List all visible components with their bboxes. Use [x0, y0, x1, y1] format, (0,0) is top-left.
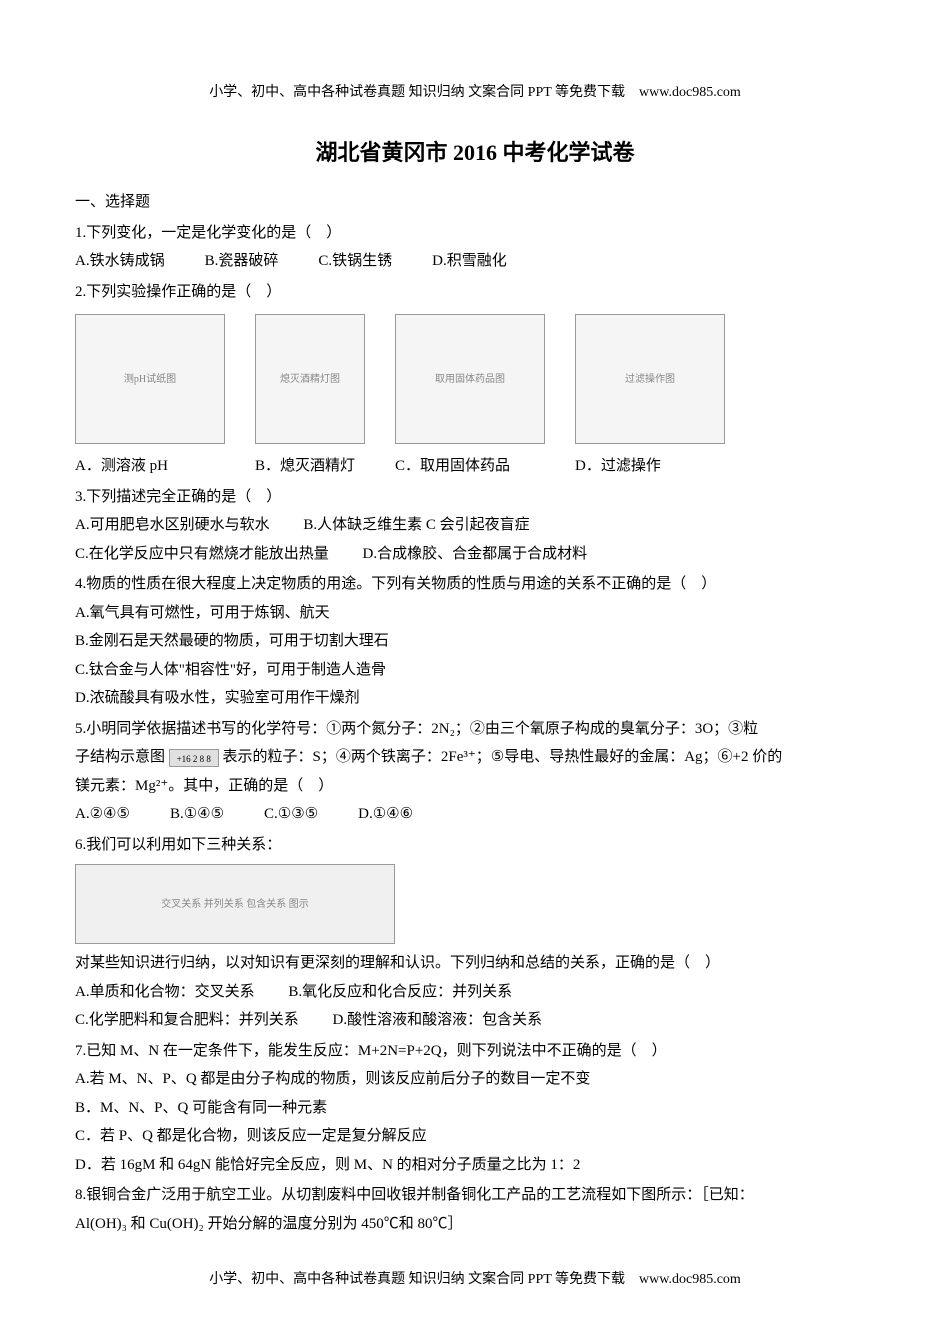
q5-line3: 镁元素：Mg²⁺。其中，正确的是（ ） [75, 772, 875, 801]
question-1: 1.下列变化，一定是化学变化的是（ ） A.铁水铸成锅 B.瓷器破碎 C.铁锅生… [75, 219, 875, 276]
q1-option-a: A.铁水铸成锅 [75, 247, 165, 276]
q5-option-a: A.②④⑤ [75, 800, 130, 829]
q7-option-a: A.若 M、N、P、Q 都是由分子构成的物质，则该反应前后分子的数目一定不变 [75, 1065, 875, 1094]
q6-option-a: A.单质和化合物：交叉关系 [75, 984, 255, 1000]
q3-row1: A.可用肥皂水区别硬水与软水 B.人体缺乏维生素 C 会引起夜盲症 [75, 511, 875, 540]
q1-option-d: D.积雪融化 [432, 247, 507, 276]
question-3: 3.下列描述完全正确的是（ ） A.可用肥皂水区别硬水与软水 B.人体缺乏维生素… [75, 483, 875, 569]
q2-label-c: C．取用固体药品 [395, 452, 545, 481]
q4-option-d: D.浓硫酸具有吸水性，实验室可用作干燥剂 [75, 684, 875, 713]
q3-option-d: D.合成橡胶、合金都属于合成材料 [363, 546, 588, 562]
q2-image-c: 取用固体药品图 [395, 314, 545, 444]
q2-label-a: A．测溶液 pH [75, 452, 225, 481]
q6-row2: C.化学肥料和复合肥料：并列关系 D.酸性溶液和酸溶液：包含关系 [75, 1006, 875, 1035]
q5-options: A.②④⑤ B.①④⑤ C.①③⑤ D.①④⑥ [75, 800, 875, 829]
q1-option-b: B.瓷器破碎 [205, 247, 279, 276]
q6-option-d: D.酸性溶液和酸溶液：包含关系 [333, 1012, 543, 1028]
q6-diagram: 交叉关系 并列关系 包含关系 图示 [75, 864, 395, 944]
q6-stem: 6.我们可以利用如下三种关系： [75, 831, 875, 860]
q2-label-d: D．过滤操作 [575, 452, 725, 481]
q2-label-b: B．熄灭酒精灯 [255, 452, 365, 481]
q6-row1: A.单质和化合物：交叉关系 B.氧化反应和化合反应：并列关系 [75, 978, 875, 1007]
q2-image-b: 熄灭酒精灯图 [255, 314, 365, 444]
atom-structure-icon: +16 2 8 8 [169, 749, 219, 767]
question-8: 8.银铜合金广泛用于航空工业。从切割废料中回收银并制备铜化工产品的工艺流程如下图… [75, 1181, 875, 1238]
q3-option-a: A.可用肥皂水区别硬水与软水 [75, 517, 270, 533]
q3-option-b: B.人体缺乏维生素 C 会引起夜盲症 [303, 517, 529, 533]
q4-option-b: B.金刚石是天然最硬的物质，可用于切割大理石 [75, 627, 875, 656]
question-5: 5.小明同学依据描述书写的化学符号：①两个氮分子：2N₂；②由三个氧原子构成的臭… [75, 715, 875, 829]
q2-stem: 2.下列实验操作正确的是（ ） [75, 278, 875, 307]
q6-option-c: C.化学肥料和复合肥料：并列关系 [75, 1012, 299, 1028]
q8-stem: 8.银铜合金广泛用于航空工业。从切割废料中回收银并制备铜化工产品的工艺流程如下图… [75, 1181, 875, 1210]
page-header: 小学、初中、高中各种试卷真题 知识归纳 文案合同 PPT 等免费下载 www.d… [75, 80, 875, 107]
q8-cont: Al(OH)₃ 和 Cu(OH)₂ 开始分解的温度分别为 450℃和 80℃］ [75, 1210, 875, 1239]
q4-stem: 4.物质的性质在很大程度上决定物质的用途。下列有关物质的性质与用途的关系不正确的… [75, 570, 875, 599]
q7-stem: 7.已知 M、N 在一定条件下，能发生反应：M+2N=P+2Q，则下列说法中不正… [75, 1037, 875, 1066]
question-2: 2.下列实验操作正确的是（ ） 测pH试纸图 熄灭酒精灯图 取用固体药品图 过滤… [75, 278, 875, 481]
section-header: 一、选择题 [75, 188, 875, 217]
q5-option-b: B.①④⑤ [170, 800, 224, 829]
q5-part2: 子结构示意图 [75, 749, 165, 765]
q5-option-d: D.①④⑥ [358, 800, 413, 829]
q1-options: A.铁水铸成锅 B.瓷器破碎 C.铁锅生锈 D.积雪融化 [75, 247, 875, 276]
page-footer: 小学、初中、高中各种试卷真题 知识归纳 文案合同 PPT 等免费下载 www.d… [0, 1267, 950, 1294]
q3-row2: C.在化学反应中只有燃烧才能放出热量 D.合成橡胶、合金都属于合成材料 [75, 540, 875, 569]
q6-option-b: B.氧化反应和化合反应：并列关系 [288, 984, 512, 1000]
q1-stem: 1.下列变化，一定是化学变化的是（ ） [75, 219, 875, 248]
question-7: 7.已知 M、N 在一定条件下，能发生反应：M+2N=P+2Q，则下列说法中不正… [75, 1037, 875, 1180]
q7-option-d: D．若 16gM 和 64gN 能恰好完全反应，则 M、N 的相对分子质量之比为… [75, 1151, 875, 1180]
q4-option-a: A.氧气具有可燃性，可用于炼钢、航天 [75, 599, 875, 628]
exam-title: 湖北省黄冈市 2016 中考化学试卷 [75, 132, 875, 174]
q4-option-c: C.钛合金与人体"相容性"好，可用于制造人造骨 [75, 656, 875, 685]
q5-line1: 5.小明同学依据描述书写的化学符号：①两个氮分子：2N₂；②由三个氧原子构成的臭… [75, 715, 875, 744]
question-4: 4.物质的性质在很大程度上决定物质的用途。下列有关物质的性质与用途的关系不正确的… [75, 570, 875, 713]
q6-desc: 对某些知识进行归纳，以对知识有更深刻的理解和认识。下列归纳和总结的关系，正确的是… [75, 949, 875, 978]
q5-part3: 表示的粒子：S；④两个铁离子：2Fe³⁺；⑤导电、导热性最好的金属：Ag；⑥+2… [223, 749, 783, 765]
q7-option-b: B．M、N、P、Q 可能含有同一种元素 [75, 1094, 875, 1123]
q5-option-c: C.①③⑤ [264, 800, 318, 829]
q2-image-a: 测pH试纸图 [75, 314, 225, 444]
q3-stem: 3.下列描述完全正确的是（ ） [75, 483, 875, 512]
q2-image-d: 过滤操作图 [575, 314, 725, 444]
q7-option-c: C．若 P、Q 都是化合物，则该反应一定是复分解反应 [75, 1122, 875, 1151]
question-6: 6.我们可以利用如下三种关系： 交叉关系 并列关系 包含关系 图示 对某些知识进… [75, 831, 875, 1035]
q5-line2: 子结构示意图 +16 2 8 8 表示的粒子：S；④两个铁离子：2Fe³⁺；⑤导… [75, 743, 875, 772]
q3-option-c: C.在化学反应中只有燃烧才能放出热量 [75, 546, 329, 562]
q2-images: 测pH试纸图 熄灭酒精灯图 取用固体药品图 过滤操作图 [75, 314, 875, 444]
q1-option-c: C.铁锅生锈 [318, 247, 392, 276]
q2-labels: A．测溶液 pH B．熄灭酒精灯 C．取用固体药品 D．过滤操作 [75, 452, 875, 481]
